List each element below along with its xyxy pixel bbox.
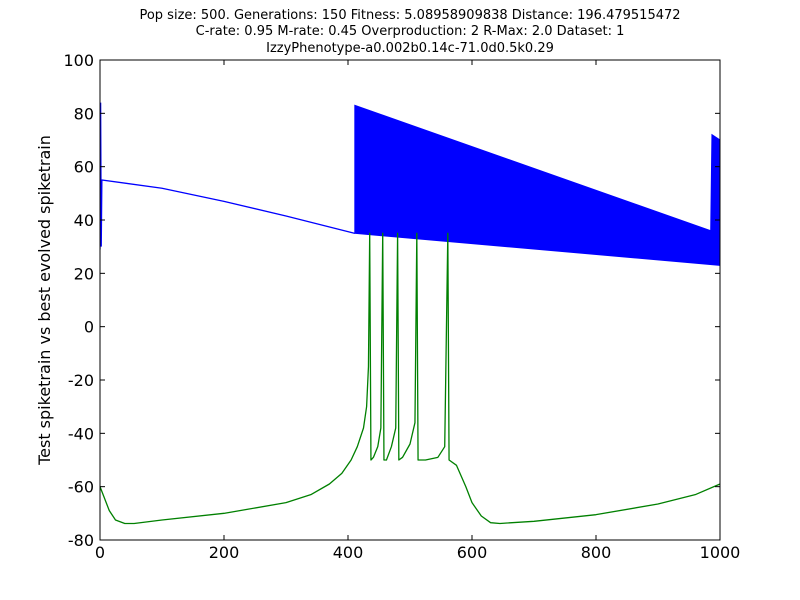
chart-title-line-3: IzzyPhenotype-a0.002b0.14c-71.0d0.5k0.29: [266, 41, 554, 56]
chart-title-line-1: Pop size: 500. Generations: 150 Fitness:…: [139, 8, 680, 23]
plot-area: 0 200 400 600 800 1000 -80 -60 -40 -20 0 20 40 60 80 10…: [63, 51, 740, 562]
x-tick-label: 400: [333, 543, 364, 562]
x-tick-label: 200: [209, 543, 240, 562]
y-axis-label: Test spiketrain vs best evolved spiketra…: [35, 135, 54, 466]
y-tick-label: 0: [84, 318, 94, 337]
x-tick-label: 800: [581, 543, 612, 562]
y-tick-label: -60: [68, 478, 94, 497]
y-tick-label: 40: [74, 211, 94, 230]
blue-series-line: [100, 102, 355, 250]
chart-title-line-2: C-rate: 0.95 M-rate: 0.45 Overproduction…: [196, 24, 625, 39]
x-tick-label: 600: [457, 543, 488, 562]
y-tick-label: 60: [74, 158, 94, 177]
plot-frame: [99, 59, 721, 541]
x-tick-label: 0: [95, 543, 105, 562]
x-tick-label: 1000: [700, 543, 741, 562]
y-tick-label: -40: [68, 424, 94, 443]
green-series-line: [100, 232, 720, 525]
y-tick-label: 80: [74, 104, 94, 123]
y-tick-label: 100: [63, 51, 94, 70]
y-tick-label: 20: [74, 264, 94, 283]
y-tick-label: -20: [68, 371, 94, 390]
blue-series-dense-band: [354, 104, 720, 266]
y-tick-label: -80: [68, 531, 94, 550]
